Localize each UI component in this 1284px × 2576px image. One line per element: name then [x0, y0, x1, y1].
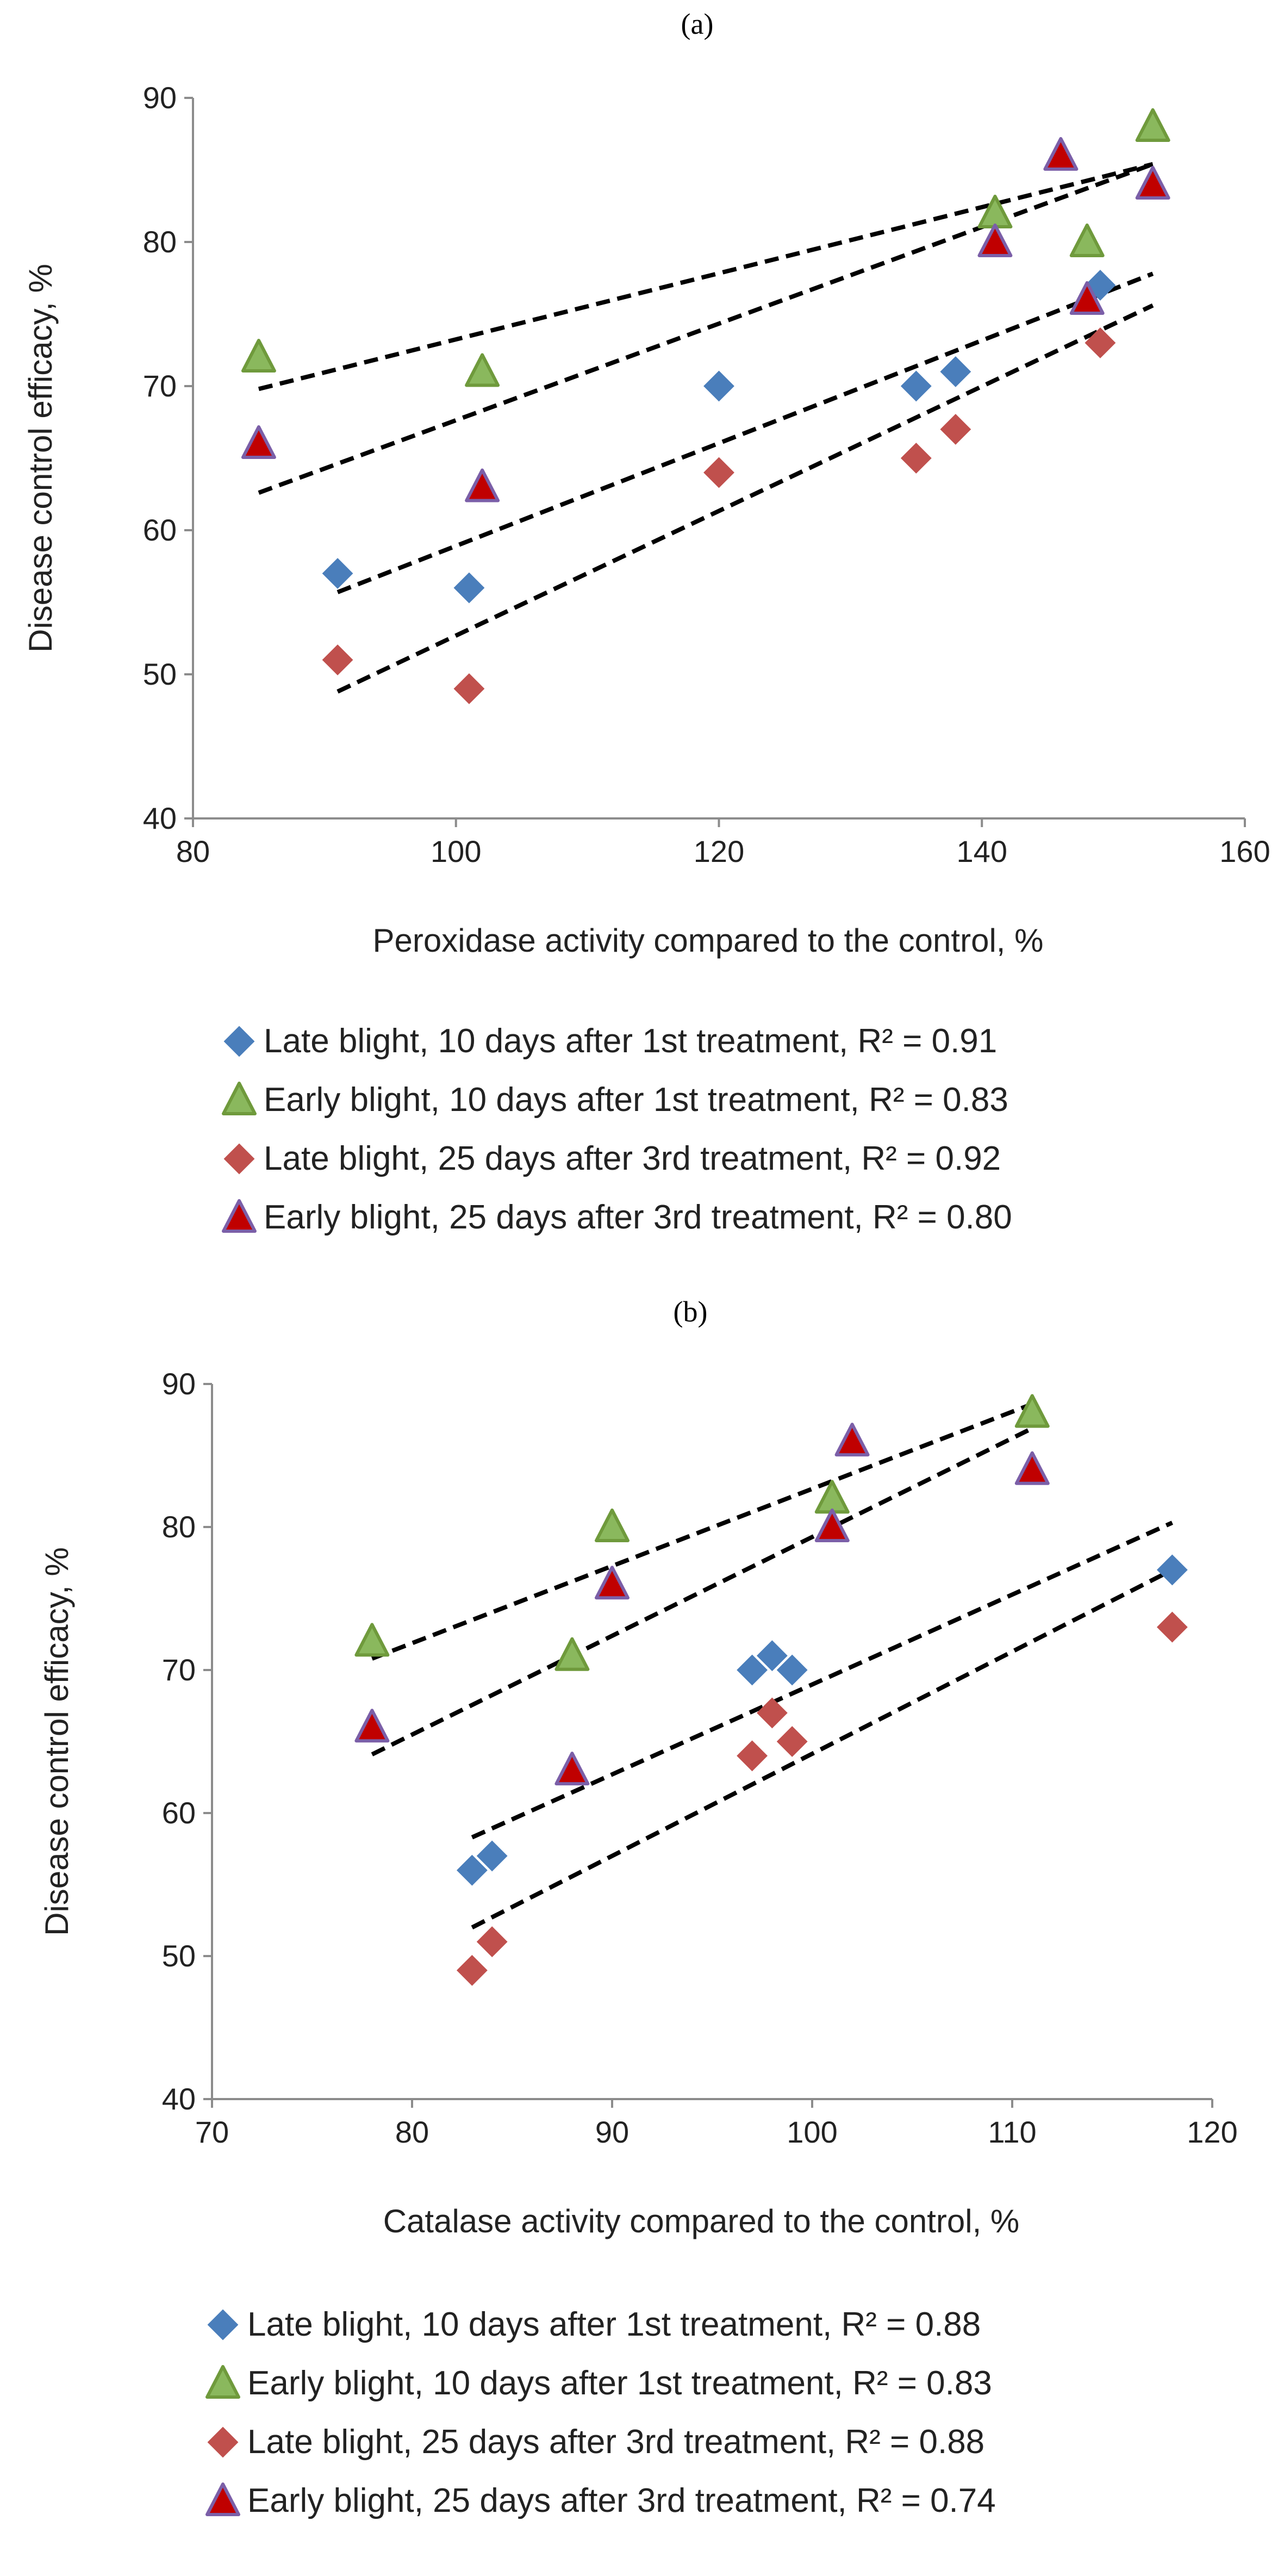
data-point-series-4: [1043, 137, 1079, 171]
x-tick-label: 100: [787, 2115, 837, 2149]
data-point-series-3: [453, 673, 485, 704]
x-tick-label: 70: [195, 2115, 229, 2149]
y-tick-label: 60: [162, 1796, 196, 1830]
data-point-series-4: [241, 425, 276, 459]
data-point-series-2: [354, 1623, 390, 1657]
data-point-series-3: [737, 1740, 768, 1772]
y-tick-label: 70: [162, 1653, 196, 1687]
x-axis-title: Peroxidase activity compared to the cont…: [373, 922, 1044, 959]
data-point-series-4: [354, 1709, 390, 1743]
panel-b-catalase-chart: (b) 40 50 60 70 80 90 70 80 90 100 110 120 Catalase a…: [39, 1295, 1238, 2519]
data-point-series-1: [737, 1654, 768, 1686]
x-tick-label: 80: [395, 2115, 429, 2149]
data-point-series-4: [814, 1509, 850, 1542]
data-point-series-1: [322, 558, 353, 589]
data-point-series-1: [476, 1840, 508, 1872]
x-tick-label: 120: [694, 834, 744, 868]
data-point-series-2: [554, 1637, 590, 1671]
legend-label-series-4: Early blight, 25 days after 3rd treatmen…: [264, 1199, 1012, 1236]
panel-label: (b): [674, 1295, 708, 1328]
y-tick-label: 40: [162, 2082, 196, 2116]
x-tick-label: 90: [595, 2115, 629, 2149]
data-point-series-1: [776, 1654, 808, 1686]
legend-marker-series-1: [207, 2309, 239, 2341]
data-point-series-2: [241, 339, 276, 373]
data-point-series-1: [900, 370, 932, 402]
data-point-series-1: [703, 370, 734, 402]
y-tick-label: 80: [162, 1510, 196, 1544]
trendline-series-4: [258, 162, 1154, 495]
legend-marker-series-3: [207, 2426, 239, 2458]
data-point-series-4: [977, 224, 1013, 257]
y-tick-label: 40: [143, 801, 177, 835]
legend-label-series-2: Early blight, 10 days after 1st treatmen…: [247, 2364, 992, 2402]
y-tick-label: 50: [143, 657, 177, 691]
y-tick-label: 70: [143, 369, 177, 403]
data-point-series-2: [1069, 224, 1105, 257]
legend-label-series-1: Late blight, 10 days after 1st treatment…: [264, 1022, 997, 1060]
y-tick-label: 50: [162, 1939, 196, 1973]
data-point-series-3: [940, 414, 971, 445]
x-axis-title: Catalase activity compared to the contro…: [383, 2203, 1020, 2239]
data-point-series-3: [703, 457, 734, 488]
x-tick-label: 100: [431, 834, 481, 868]
trendline-series-3: [471, 1568, 1174, 1929]
x-tick-label: 120: [1187, 2115, 1237, 2149]
data-point-series-4: [1135, 166, 1170, 200]
data-point-series-1: [453, 572, 485, 604]
legend-marker-series-3: [223, 1143, 255, 1175]
trendline-series-1: [471, 1520, 1174, 1840]
panel-a-peroxidase-chart: (a) 40 50 60 70 80 90 80 100 120 140 160 Peroxidase …: [22, 8, 1270, 1236]
trendline-series-2: [258, 162, 1154, 392]
legend-label-series-1: Late blight, 10 days after 1st treatment…: [247, 2306, 981, 2343]
legend-label-series-2: Early blight, 10 days after 1st treatmen…: [264, 1081, 1008, 1119]
x-tick-label: 80: [176, 834, 210, 868]
data-point-series-1: [456, 1854, 488, 1886]
data-point-series-3: [1084, 327, 1116, 358]
y-tick-label: 90: [162, 1367, 196, 1401]
x-tick-label: 160: [1219, 834, 1270, 868]
data-point-series-1: [940, 356, 971, 387]
legend-marker-series-2: [222, 1082, 257, 1115]
data-point-series-2: [1014, 1394, 1050, 1428]
legend-marker-series-1: [223, 1026, 255, 1057]
legend-marker-series-4: [222, 1199, 257, 1233]
y-tick-label: 60: [143, 513, 177, 547]
legend-marker-series-4: [205, 2482, 240, 2516]
data-point-series-2: [595, 1509, 629, 1542]
data-point-series-3: [476, 1926, 508, 1958]
data-point-series-2: [465, 353, 500, 387]
data-point-series-4: [1014, 1451, 1050, 1485]
data-point-series-4: [1069, 281, 1105, 315]
data-point-series-2: [1135, 108, 1170, 142]
data-point-series-3: [1156, 1611, 1188, 1643]
legend-label-series-4: Early blight, 25 days after 3rd treatmen…: [247, 2482, 996, 2519]
y-tick-label: 90: [143, 80, 177, 115]
trendline-series-4: [371, 1426, 1033, 1756]
trendline-series-1: [336, 271, 1154, 594]
data-point-series-4: [465, 468, 500, 502]
legend-label-series-3: Late blight, 25 days after 3rd treatment…: [247, 2423, 984, 2461]
data-point-series-4: [554, 1752, 590, 1786]
legend-marker-series-2: [205, 2365, 240, 2399]
legend-label-series-3: Late blight, 25 days after 3rd treatment…: [264, 1140, 1001, 1177]
trendline-series-2: [371, 1402, 1033, 1661]
trendline-series-3: [336, 303, 1154, 694]
y-axis-title: Disease control efficacy, %: [22, 264, 59, 653]
y-axis-title: Disease control efficacy, %: [39, 1547, 75, 1936]
data-point-series-4: [834, 1423, 870, 1457]
data-point-series-3: [900, 443, 932, 474]
panel-label: (a): [681, 8, 714, 40]
data-point-series-3: [776, 1726, 808, 1757]
x-tick-label: 140: [957, 834, 1007, 868]
y-tick-label: 80: [143, 225, 177, 259]
x-tick-label: 110: [988, 2115, 1036, 2149]
data-point-series-3: [456, 1954, 488, 1986]
data-point-series-3: [322, 644, 353, 675]
data-point-series-3: [756, 1697, 788, 1729]
data-point-series-1: [756, 1640, 788, 1672]
data-point-series-1: [1156, 1554, 1188, 1586]
data-point-series-4: [595, 1566, 629, 1600]
